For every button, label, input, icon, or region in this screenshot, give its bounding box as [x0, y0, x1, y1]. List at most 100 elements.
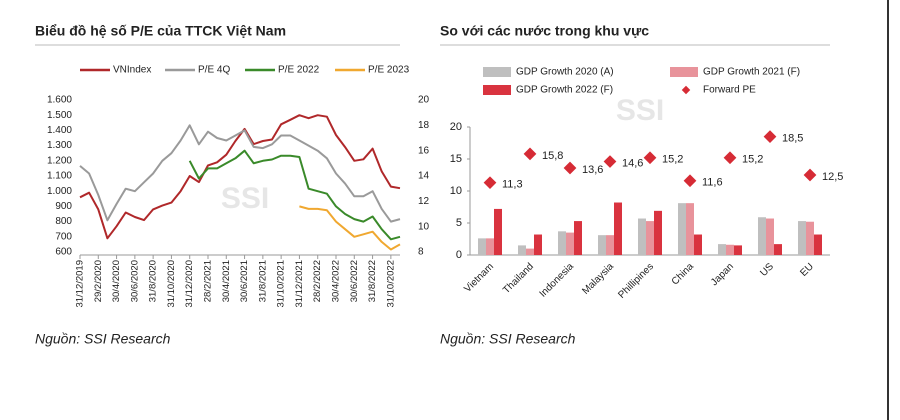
y-tick-label: 800 — [55, 216, 72, 227]
bar — [478, 238, 486, 255]
bar — [654, 210, 662, 255]
marker — [603, 155, 617, 168]
source: Nguồn: SSI Research — [35, 331, 171, 347]
y-tick-label: 700 — [55, 231, 72, 242]
marker — [763, 130, 777, 143]
legend-label: GDP Growth 2021 (F) — [703, 67, 800, 78]
x-tick-label: 31/10/2022 — [385, 260, 396, 308]
bar — [566, 232, 574, 255]
x-tick-label: 31/8/2021 — [257, 260, 268, 302]
marker — [523, 147, 537, 161]
x-tick-label: 31/8/2020 — [148, 260, 159, 302]
bar — [606, 235, 614, 255]
line-series — [188, 149, 401, 241]
chart-title: So với các nước trong khu vực — [440, 23, 649, 39]
x-tick-label: 31/10/2021 — [276, 260, 287, 308]
x-tick-label: 31/12/2020 — [184, 260, 195, 308]
y-tick-label: 600 — [55, 247, 72, 258]
x-tick-label: 31/8/2022 — [367, 260, 378, 302]
bar — [814, 234, 822, 255]
watermark: SSI — [616, 94, 664, 127]
x-tick-label: 30/6/2021 — [239, 260, 250, 302]
x-tick-label: Malaysia — [580, 261, 616, 297]
x-tick-label: Japan — [709, 261, 736, 288]
y-tick-label: 20 — [450, 121, 462, 133]
y-tick-label: 1.100 — [47, 171, 72, 182]
bar — [574, 221, 582, 255]
bar — [646, 221, 654, 255]
bar — [486, 238, 494, 255]
x-tick-label: EU — [798, 261, 816, 279]
marker — [683, 174, 697, 188]
legend-label: GDP Growth 2022 (F) — [516, 85, 613, 96]
data-label: 11,3 — [502, 179, 523, 191]
bar — [774, 244, 782, 255]
x-tick-label: 30/4/2020 — [111, 260, 122, 302]
data-label: 14,6 — [622, 157, 643, 169]
x-tick-label: Thailand — [501, 261, 536, 296]
y-tick-label: 5 — [456, 217, 462, 229]
bar — [638, 218, 646, 255]
bar — [678, 203, 686, 255]
bar — [518, 245, 526, 255]
x-tick-label: Vietnam — [462, 261, 496, 295]
data-label: 11,6 — [702, 177, 723, 189]
x-tick-label: Indonesia — [538, 261, 577, 300]
bar — [526, 248, 534, 255]
y-tick-label: 900 — [55, 201, 72, 212]
x-tick-label: 30/4/2022 — [331, 260, 342, 302]
y2-tick-label: 18 — [418, 120, 430, 131]
data-label: 12,5 — [822, 171, 843, 183]
legend-swatch — [483, 67, 511, 77]
y2-tick-label: 20 — [418, 95, 430, 106]
chart-title: Biểu đồ hệ số P/E của TTCK Việt Nam — [35, 23, 286, 39]
data-label: 15,8 — [542, 150, 563, 162]
y-tick-label: 1.000 — [47, 186, 72, 197]
x-tick-label: Phillipines — [616, 261, 656, 301]
x-tick-label: 28/2/2021 — [203, 260, 214, 302]
y2-tick-label: 8 — [418, 247, 424, 258]
y-tick-label: 10 — [450, 185, 462, 197]
marker — [563, 161, 577, 175]
data-label: 15,2 — [662, 154, 683, 166]
legend-swatch — [670, 67, 698, 77]
data-label: 18,5 — [782, 133, 803, 145]
legend-label: VNIndex — [113, 65, 151, 76]
legend-label: P/E 4Q — [198, 65, 230, 76]
x-tick-label: 30/4/2021 — [221, 260, 232, 302]
line-series — [79, 124, 401, 223]
legend-swatch — [681, 85, 691, 95]
bar — [598, 235, 606, 255]
bar — [614, 202, 622, 255]
x-tick-label: 29/2/2020 — [93, 260, 104, 302]
data-label: 13,6 — [582, 164, 603, 176]
x-tick-label: China — [670, 261, 697, 288]
bar — [558, 231, 566, 255]
y-tick-label: 1.400 — [47, 125, 72, 136]
bar — [534, 234, 542, 255]
y2-tick-label: 16 — [418, 145, 430, 156]
marker — [643, 151, 657, 165]
bar — [806, 221, 814, 255]
bar — [734, 245, 742, 255]
x-tick-label: 30/6/2022 — [349, 260, 360, 302]
legend-label: P/E 2022 — [278, 65, 320, 76]
legend-label: GDP Growth 2020 (A) — [516, 67, 614, 78]
marker — [483, 176, 497, 190]
y-tick-label: 0 — [456, 249, 462, 261]
x-tick-label: 30/6/2020 — [129, 260, 140, 302]
bar — [694, 234, 702, 255]
y2-tick-label: 14 — [418, 171, 430, 182]
bar — [686, 203, 694, 255]
x-tick-label: 28/2/2022 — [312, 260, 323, 302]
x-tick-label: 31/12/2021 — [294, 260, 305, 308]
bar — [798, 221, 806, 255]
bar — [758, 217, 766, 255]
y-tick-label: 1.300 — [47, 140, 72, 151]
x-tick-label: 31/10/2020 — [166, 260, 177, 308]
marker — [723, 151, 737, 165]
bar — [726, 244, 734, 255]
bar — [718, 244, 726, 255]
line-series — [79, 114, 401, 240]
y-tick-label: 15 — [450, 153, 462, 165]
